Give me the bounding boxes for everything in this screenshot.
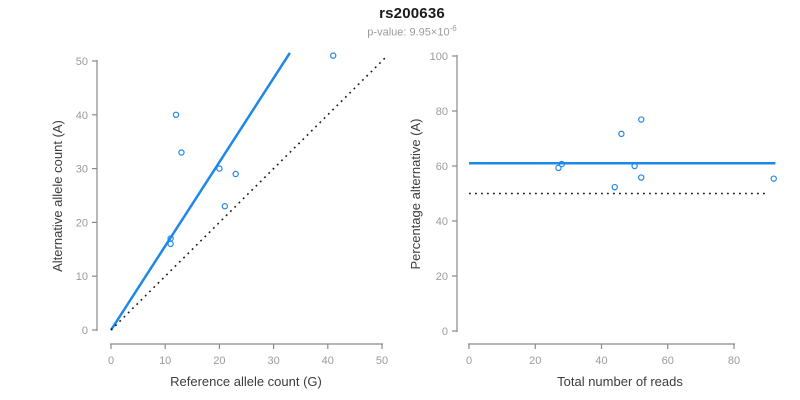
data-point [172, 111, 180, 119]
data-point [221, 203, 229, 210]
data-point [558, 160, 565, 168]
x-axis-tick-label: 50 [376, 355, 388, 367]
data-point [631, 162, 638, 170]
x-axis-tick-label: 10 [159, 355, 171, 367]
right-yaxis-title: Percentage alternative (A) [408, 118, 423, 269]
left-scatter-plot: 0 10 20 30 40 50 0 10 20 30 40 50 [76, 52, 388, 367]
data-point [216, 165, 223, 172]
x-axis-tick-label: 40 [595, 355, 607, 367]
data-point [178, 149, 185, 156]
y-axis-tick-label: 80 [436, 106, 448, 118]
data-point [330, 52, 337, 59]
figure-title: rs200636 [379, 5, 445, 22]
p-value-exponent: -6 [449, 24, 457, 33]
y-axis-tick-label: 20 [436, 271, 448, 283]
y-axis-tick-label: 20 [76, 217, 88, 229]
identity-line [110, 55, 388, 331]
x-axis-tick-label: 20 [213, 355, 225, 367]
data-point [555, 164, 562, 172]
right-xaxis-title: Total number of reads [557, 374, 683, 389]
p-value-subtitle: p-value: 9.95×10-6 [12, 24, 800, 39]
y-axis-tick-label: 50 [76, 56, 88, 68]
data-point [638, 116, 645, 123]
x-axis-tick-label: 0 [466, 355, 472, 367]
y-axis-tick-label: 60 [436, 161, 448, 173]
x-axis-tick-label: 30 [267, 355, 279, 367]
data-point [638, 174, 645, 181]
data-point [770, 175, 777, 182]
left-yaxis-title: Alternative allele count (A) [50, 120, 65, 272]
x-axis-tick-label: 20 [529, 355, 541, 367]
data-point [232, 170, 239, 178]
data-point [167, 235, 174, 242]
fit-line [109, 52, 291, 331]
y-axis-tick-label: 40 [76, 110, 88, 122]
x-axis-tick-label: 60 [662, 355, 674, 367]
y-axis-tick-label: 0 [442, 326, 448, 338]
data-point [167, 240, 174, 248]
x-axis-tick-label: 40 [322, 355, 334, 367]
data-point [611, 183, 618, 191]
y-axis-tick-label: 0 [82, 325, 88, 337]
data-point [618, 130, 625, 138]
right-scatter-plot: 0 20 40 60 80 0 20 40 60 80 100 [430, 51, 777, 367]
x-axis-tick-label: 0 [108, 355, 114, 367]
y-axis-tick-label: 100 [430, 51, 448, 63]
x-axis-tick-label: 80 [728, 355, 740, 367]
p-value-text: p-value: 9.95×10 [367, 26, 450, 39]
y-axis-tick-label: 10 [76, 271, 88, 283]
y-axis-tick-label: 30 [76, 164, 88, 176]
y-axis-tick-label: 40 [436, 216, 448, 228]
left-xaxis-title: Reference allele count (G) [170, 374, 322, 389]
